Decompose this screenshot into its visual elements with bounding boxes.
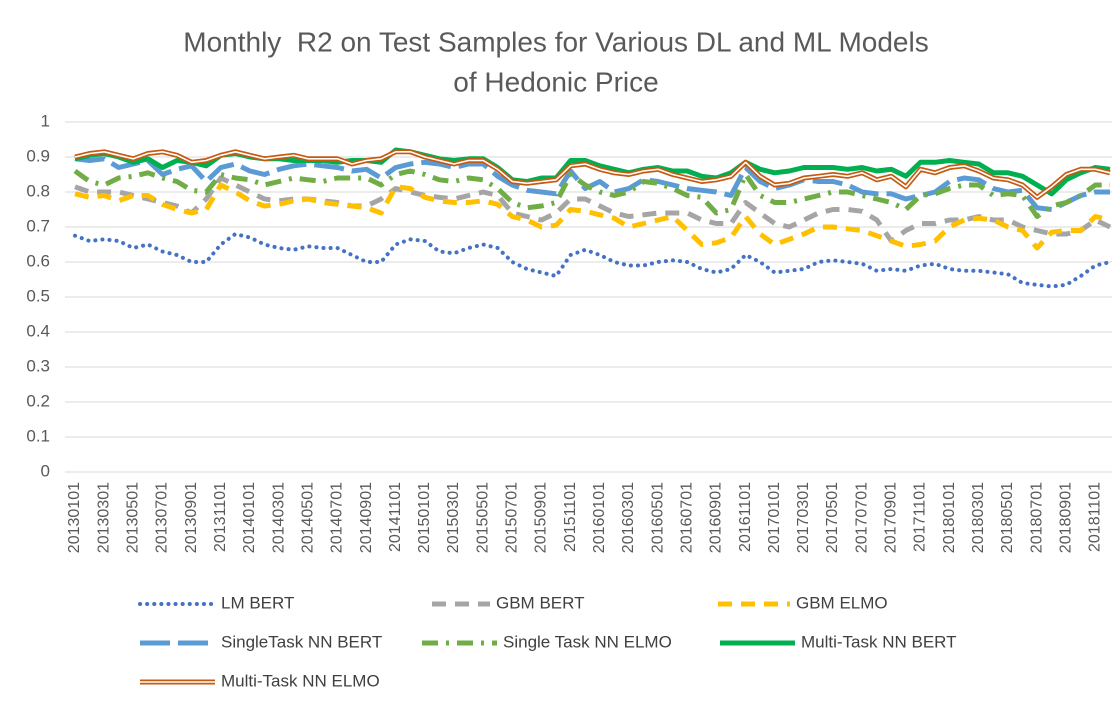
y-tick-label: 0.7 xyxy=(26,216,50,235)
series-line xyxy=(73,232,1112,289)
chart-title: of Hedonic Price xyxy=(453,66,658,97)
legend-label: SingleTask NN BERT xyxy=(221,632,382,651)
legend-label: LM BERT xyxy=(221,593,294,612)
y-tick-label: 0.3 xyxy=(26,356,50,375)
x-tick-label: 20180701 xyxy=(1028,482,1045,553)
x-tick-label: 20150501 xyxy=(474,482,491,553)
y-tick-label: 0.8 xyxy=(26,181,50,200)
series-line xyxy=(73,168,1110,219)
x-tick-label: 20130901 xyxy=(183,482,200,553)
series-line-inner xyxy=(74,151,1111,199)
x-tick-label: 20140101 xyxy=(241,482,258,553)
x-tick-label: 20170501 xyxy=(824,482,841,553)
x-tick-label: 20171101 xyxy=(912,482,929,552)
x-tick-label: 20170101 xyxy=(766,482,783,553)
x-tick-label: 20181101 xyxy=(1087,482,1104,552)
series-line xyxy=(74,175,1112,244)
x-tick-label: 20180301 xyxy=(970,482,987,553)
x-tick-label: 20130101 xyxy=(66,482,83,553)
series-line xyxy=(74,156,1110,212)
x-tick-label: 20160701 xyxy=(678,482,695,553)
x-tick-label: 20140501 xyxy=(299,482,316,553)
x-tick-label: 20130301 xyxy=(95,482,112,553)
x-tick-label: 20140301 xyxy=(270,482,287,553)
x-tick-label: 20160901 xyxy=(708,482,725,553)
x-tick-label: 20160501 xyxy=(649,482,666,553)
y-tick-label: 0.5 xyxy=(26,286,50,305)
x-tick-label: 20141101 xyxy=(387,482,404,552)
legend-label: Single Task NN ELMO xyxy=(503,632,672,651)
x-tick-label: 20161101 xyxy=(737,482,754,552)
x-tick-label: 20170701 xyxy=(853,482,870,553)
chart-title: Monthly R2 on Test Samples for Various D… xyxy=(183,26,928,57)
x-tick-label: 20140701 xyxy=(329,482,346,553)
x-tick-label: 20130501 xyxy=(125,482,142,553)
y-tick-label: 0.9 xyxy=(26,146,50,165)
x-tick-label: 20131101 xyxy=(212,482,229,552)
y-tick-label: 0.2 xyxy=(26,391,50,410)
x-tick-label: 20170901 xyxy=(883,482,900,553)
legend-label: GBM BERT xyxy=(496,593,584,612)
x-tick-label: 20180101 xyxy=(941,482,958,553)
x-tick-label: 20160301 xyxy=(620,482,637,553)
x-tick-label: 20150301 xyxy=(445,482,462,553)
x-tick-label: 20140901 xyxy=(358,482,375,553)
x-tick-label: 20150701 xyxy=(504,482,521,553)
x-tick-label: 20160101 xyxy=(591,482,608,553)
x-tick-label: 20180501 xyxy=(999,482,1016,553)
y-tick-label: 0.6 xyxy=(26,251,50,270)
x-tick-label: 20130701 xyxy=(154,482,171,553)
series-line xyxy=(74,182,1111,251)
x-tick-label: 20150901 xyxy=(533,482,550,553)
x-tick-label: 20151101 xyxy=(562,482,579,552)
y-tick-label: 0.1 xyxy=(26,426,50,445)
y-tick-label: 0.4 xyxy=(26,321,50,340)
x-tick-label: 20150101 xyxy=(416,482,433,553)
y-tick-label: 1 xyxy=(41,111,50,130)
x-tick-label: 20170301 xyxy=(795,482,812,553)
legend-label: GBM ELMO xyxy=(796,593,888,612)
legend-label: Multi-Task NN BERT xyxy=(801,632,957,651)
x-tick-label: 20180901 xyxy=(1057,482,1074,553)
legend-label: Multi-Task NN ELMO xyxy=(221,671,380,690)
y-tick-label: 0 xyxy=(41,461,50,480)
